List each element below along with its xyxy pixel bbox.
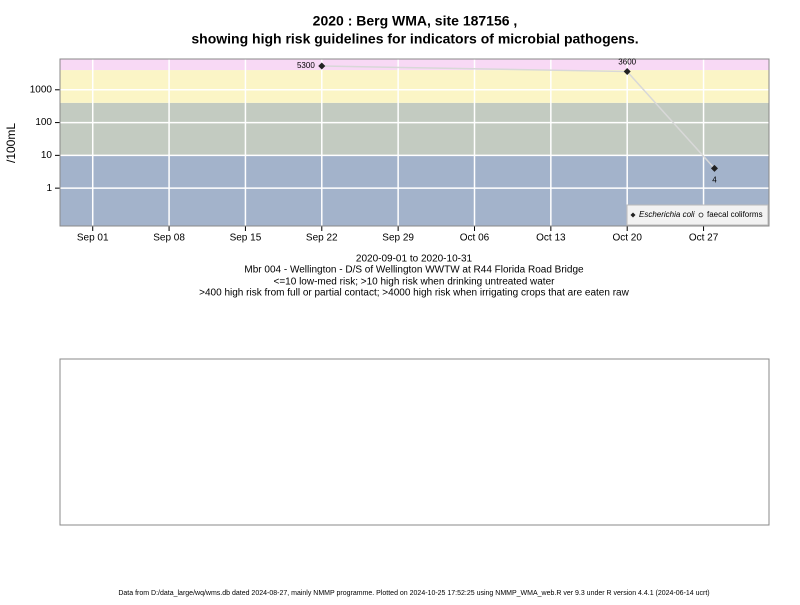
- legend-marker: [630, 212, 636, 218]
- legend-marker: [698, 212, 704, 218]
- y-tick-label: 1: [46, 183, 52, 194]
- data-point: [710, 164, 718, 172]
- data-label: 5300: [297, 61, 315, 70]
- x-tick-label: Sep 29: [382, 233, 414, 244]
- x-tick-label: Oct 06: [460, 233, 490, 244]
- chart-title: 2020 : Berg WMA, site 187156 ,: [313, 13, 518, 29]
- data-label: 4: [712, 176, 717, 185]
- plot-frame: [59, 58, 770, 227]
- x-tick-label: Oct 20: [612, 233, 642, 244]
- note: Mbr 004 - Wellington - D/S of Wellington…: [244, 265, 584, 276]
- empty-panel: [59, 358, 770, 526]
- y-tick-label: 1000: [30, 84, 53, 95]
- x-tick-label: Oct 13: [536, 233, 566, 244]
- risk-band: [60, 70, 769, 103]
- note: 2020-09-01 to 2020-10-31: [356, 254, 473, 265]
- x-tick-label: Sep 22: [306, 233, 338, 244]
- x-tick-label: Sep 15: [230, 233, 262, 244]
- footer: Data from D:/data_large/wq/wms.db dated …: [118, 590, 709, 597]
- note: <=10 low-med risk; >10 high risk when dr…: [274, 277, 556, 288]
- x-tick-label: Sep 08: [153, 233, 185, 244]
- y-tick-label: 100: [35, 117, 52, 128]
- x-tick-label: Oct 27: [689, 233, 719, 244]
- y-axis-label: /100mL: [4, 123, 18, 163]
- y-tick-label: 10: [41, 150, 53, 161]
- data-point: [623, 68, 631, 76]
- note: >400 high risk from full or partial cont…: [199, 288, 629, 299]
- data-point: [318, 62, 326, 70]
- legend-box: [626, 204, 769, 226]
- risk-band: [60, 59, 769, 71]
- chart-subtitle: showing high risk guidelines for indicat…: [191, 31, 638, 47]
- legend-label: faecal coliforms: [707, 210, 763, 219]
- legend-label: Escherichia coli: [639, 210, 695, 219]
- risk-band: [60, 102, 769, 156]
- data-label: 3600: [618, 58, 636, 67]
- x-tick-label: Sep 01: [77, 233, 109, 244]
